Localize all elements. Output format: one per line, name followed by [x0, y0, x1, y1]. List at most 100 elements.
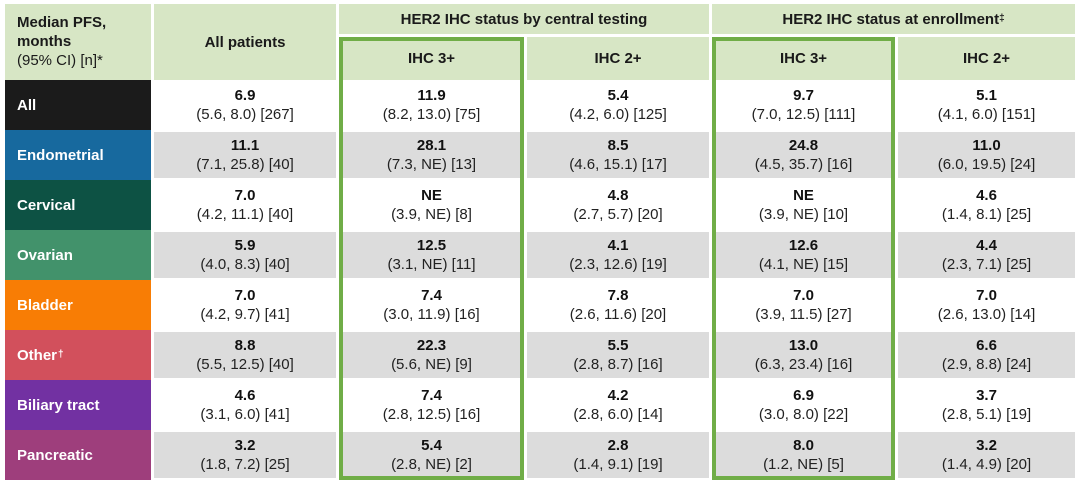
- pfs-value: 5.4: [421, 437, 442, 454]
- pfs-value: 7.4: [421, 387, 442, 404]
- pfs-ci: (6.0, 19.5) [24]: [937, 156, 1036, 173]
- corner-header-line3: (95% CI) [n]*: [17, 52, 103, 69]
- pfs-value: 5.9: [234, 237, 256, 254]
- cell-central-ihc2: 4.8 (2.7, 5.7) [20]: [527, 180, 709, 230]
- pfs-value: 4.2: [607, 387, 629, 404]
- pfs-ci: (3.1, NE) [11]: [387, 256, 476, 273]
- enrollment-group: HER2 IHC status at enrollment ‡ IHC 3+ IH…: [712, 4, 1075, 80]
- pfs-ci: (2.6, 11.6) [20]: [569, 306, 667, 323]
- pfs-ci: (1.4, 4.9) [20]: [941, 456, 1032, 473]
- pfs-value: 12.6: [788, 237, 819, 254]
- row-label-text: Biliary tract: [17, 396, 100, 414]
- all-patients-header: All patients: [154, 4, 336, 80]
- pfs-value: 6.9: [234, 87, 256, 104]
- enrollment-group-label: HER2 IHC status at enrollment: [782, 10, 1000, 28]
- cell-enroll-ihc3: 7.0 (3.9, 11.5) [27]: [712, 280, 895, 330]
- pfs-ci: (7.1, 25.8) [40]: [196, 156, 294, 173]
- pfs-ci: (3.9, NE) [10]: [758, 206, 849, 223]
- cell-central-ihc2: 5.5 (2.8, 8.7) [16]: [527, 330, 709, 380]
- cell-all-patients: 5.9 (4.0, 8.3) [40]: [154, 230, 336, 280]
- table-row-other: Other † 8.8 (5.5, 12.5) [40] 22.3 (5.6, NE)…: [5, 330, 1075, 380]
- pfs-value: 4.6: [976, 187, 997, 204]
- pfs-value: 5.4: [607, 87, 629, 104]
- pfs-value: 7.0: [234, 187, 256, 204]
- ihc2-central-header: IHC 2+: [527, 37, 709, 80]
- row-label-bladder: Bladder: [5, 280, 151, 330]
- pfs-ci: (3.0, 11.9) [16]: [383, 306, 480, 323]
- pfs-ci: (2.3, 12.6) [19]: [569, 256, 667, 273]
- table-row-endometrial: Endometrial 11.1 (7.1, 25.8) [40] 28.1 (7.…: [5, 130, 1075, 180]
- cell-enroll-ihc3: 13.0 (6.3, 23.4) [16]: [712, 330, 895, 380]
- pfs-ci: (5.6, NE) [9]: [391, 356, 472, 373]
- central-testing-group-header: HER2 IHC status by central testing: [339, 4, 709, 34]
- pfs-ci: (2.8, 5.1) [19]: [941, 406, 1032, 423]
- cell-enroll-ihc3: 9.7 (7.0, 12.5) [111]: [712, 80, 895, 130]
- row-label-ovarian: Ovarian: [5, 230, 151, 280]
- pfs-value: 8.5: [607, 137, 629, 154]
- corner-header-line1: Median PFS,: [17, 14, 107, 31]
- central-testing-group: HER2 IHC status by central testing IHC 3…: [339, 4, 709, 80]
- pfs-ci: (8.2, 13.0) [75]: [382, 106, 481, 123]
- pfs-table: Median PFS, months (95% CI) [n]* All pat…: [5, 4, 1075, 480]
- cell-enroll-ihc3: NE (3.9, NE) [10]: [712, 180, 895, 230]
- pfs-value: 6.6: [976, 337, 997, 354]
- cell-enroll-ihc2: 5.1 (4.1, 6.0) [151]: [898, 80, 1075, 130]
- row-label-text: All: [17, 96, 37, 114]
- pfs-ci: (4.6, 15.1) [17]: [569, 156, 667, 173]
- ihc3-enrollment-header: IHC 3+: [712, 37, 895, 80]
- corner-header-line2: months: [17, 33, 72, 50]
- pfs-ci: (1.4, 8.1) [25]: [941, 206, 1032, 223]
- row-label-text: Ovarian: [17, 246, 73, 264]
- cell-enroll-ihc2: 3.7 (2.8, 5.1) [19]: [898, 380, 1075, 430]
- pfs-ci: (7.0, 12.5) [111]: [751, 106, 856, 123]
- cell-central-ihc3: 12.5 (3.1, NE) [11]: [339, 230, 524, 280]
- cell-central-ihc3: 7.4 (2.8, 12.5) [16]: [339, 380, 524, 430]
- row-label-text: Endometrial: [17, 146, 104, 164]
- ihc2-enrollment-header: IHC 2+: [898, 37, 1075, 80]
- pfs-ci: (2.8, 8.7) [16]: [573, 356, 663, 373]
- pfs-ci: (5.6, 8.0) [267]: [196, 106, 294, 123]
- pfs-value: 4.4: [976, 237, 997, 254]
- pfs-value: 4.8: [607, 187, 629, 204]
- pfs-ci: (4.5, 35.7) [16]: [754, 156, 853, 173]
- cell-central-ihc2: 7.8 (2.6, 11.6) [20]: [527, 280, 709, 330]
- table-row-pancreatic: Pancreatic 3.2 (1.8, 7.2) [25] 5.4 (2.8, N…: [5, 430, 1075, 480]
- cell-central-ihc3: 28.1 (7.3, NE) [13]: [339, 130, 524, 180]
- row-label-cervical: Cervical: [5, 180, 151, 230]
- enrollment-subheaders: IHC 3+ IHC 2+: [712, 37, 1075, 80]
- pfs-value: 7.8: [607, 287, 629, 304]
- cell-all-patients: 3.2 (1.8, 7.2) [25]: [154, 430, 336, 480]
- cell-enroll-ihc3: 6.9 (3.0, 8.0) [22]: [712, 380, 895, 430]
- table-row-ovarian: Ovarian 5.9 (4.0, 8.3) [40] 12.5 (3.1, NE)…: [5, 230, 1075, 280]
- cell-all-patients: 8.8 (5.5, 12.5) [40]: [154, 330, 336, 380]
- pfs-value: 8.0: [793, 437, 814, 454]
- cell-central-ihc3: 5.4 (2.8, NE) [2]: [339, 430, 524, 480]
- cell-enroll-ihc3: 12.6 (4.1, NE) [15]: [712, 230, 895, 280]
- cell-all-patients: 7.0 (4.2, 9.7) [41]: [154, 280, 336, 330]
- pfs-value: 5.1: [976, 87, 997, 104]
- pfs-ci: (2.6, 13.0) [14]: [937, 306, 1036, 323]
- pfs-ci: (2.8, 12.5) [16]: [382, 406, 481, 423]
- pfs-value: 4.1: [607, 237, 629, 254]
- pfs-ci: (6.3, 23.4) [16]: [754, 356, 853, 373]
- pfs-ci: (4.2, 11.1) [40]: [196, 206, 294, 223]
- cell-central-ihc3: 7.4 (3.0, 11.9) [16]: [339, 280, 524, 330]
- pfs-value: 13.0: [788, 337, 819, 354]
- cell-central-ihc3: NE (3.9, NE) [8]: [339, 180, 524, 230]
- cell-all-patients: 11.1 (7.1, 25.8) [40]: [154, 130, 336, 180]
- table-row-cervical: Cervical 7.0 (4.2, 11.1) [40] NE (3.9, NE)…: [5, 180, 1075, 230]
- cell-enroll-ihc2: 7.0 (2.6, 13.0) [14]: [898, 280, 1075, 330]
- table-row-bladder: Bladder 7.0 (4.2, 9.7) [41] 7.4 (3.0, 11.9…: [5, 280, 1075, 330]
- pfs-value: 28.1: [416, 137, 447, 154]
- pfs-ci: (4.0, 8.3) [40]: [200, 256, 290, 273]
- pfs-ci: (2.9, 8.8) [24]: [941, 356, 1032, 373]
- pfs-value: NE: [793, 187, 814, 204]
- pfs-value: 5.5: [607, 337, 629, 354]
- pfs-ci: (7.3, NE) [13]: [386, 156, 477, 173]
- cell-enroll-ihc2: 3.2 (1.4, 4.9) [20]: [898, 430, 1075, 480]
- pfs-ci: (2.7, 5.7) [20]: [573, 206, 663, 223]
- row-label-text: Other: [17, 346, 58, 364]
- cell-all-patients: 4.6 (3.1, 6.0) [41]: [154, 380, 336, 430]
- pfs-value: 3.2: [234, 437, 256, 454]
- central-testing-group-label: HER2 IHC status by central testing: [400, 10, 648, 28]
